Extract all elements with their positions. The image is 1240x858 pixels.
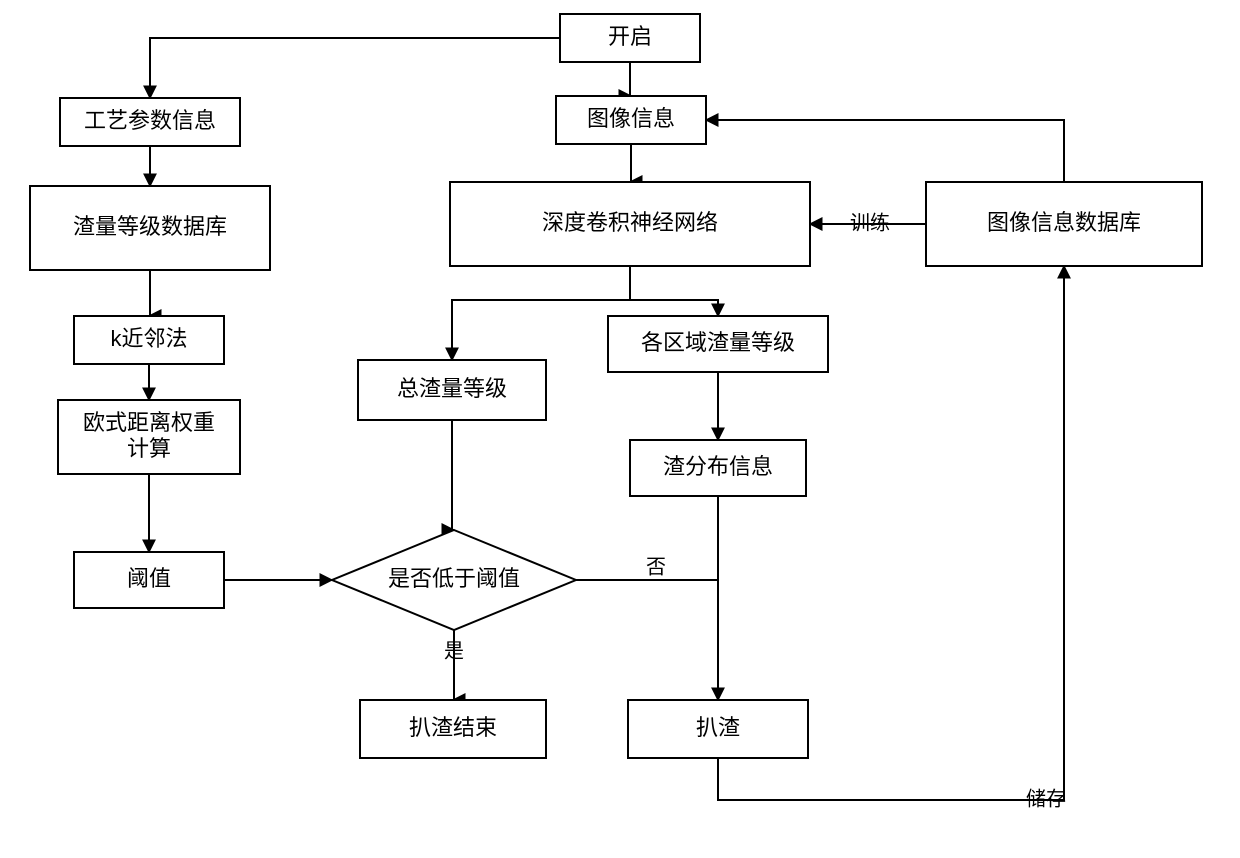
node-label: 工艺参数信息 [84,108,216,133]
edge [630,144,631,182]
node-img_db: 图像信息数据库 [926,182,1202,266]
edge [149,270,150,316]
node-region_level: 各区域渣量等级 [608,316,828,372]
edges-layer: 否是 训练储存 [149,38,1066,810]
edge-label: 否 [646,556,666,578]
edge [452,300,630,360]
node-start: 开启 [560,14,700,62]
node-total_level: 总渣量等级 [358,360,546,420]
node-label: 是否低于阈值 [388,566,520,591]
node-label: 渣量等级数据库 [73,214,227,239]
edge [452,420,454,530]
node-label: 渣分布信息 [663,454,773,479]
node-img_info: 图像信息 [556,96,706,144]
edge [630,300,718,316]
edge [706,120,1064,182]
node-label: 扒渣结束 [409,715,497,740]
node-end: 扒渣结束 [360,700,546,758]
node-scrape: 扒渣 [628,700,808,758]
edge-label: 训练 [850,211,890,234]
edge [150,38,560,98]
node-label: 总渣量等级 [397,376,507,401]
edge [630,62,631,96]
node-label: k近邻法 [110,326,187,351]
node-label: 各区域渣量等级 [641,330,795,355]
node-decision: 是否低于阈值 [332,530,576,630]
edge-label: 储存 [1026,787,1066,810]
nodes-layer: 开启图像信息深度卷积神经网络总渣量等级 各区域渣量等级渣分布信息是否低于阈值扒渣结… [30,14,1202,758]
node-label: 欧式距离权重 [83,410,215,435]
node-cnn: 深度卷积神经网络 [450,182,810,266]
node-dist_info: 渣分布信息 [630,440,806,496]
edge-label: 是 [444,640,464,662]
node-label: 图像信息数据库 [987,210,1141,235]
node-label: 计算 [127,436,171,461]
node-label: 深度卷积神经网络 [542,210,718,235]
node-slag_db: 渣量等级数据库 [30,186,270,270]
node-label: 扒渣 [696,715,740,740]
node-threshold: 阈值 [74,552,224,608]
node-label: 开启 [608,24,652,49]
node-label: 阈值 [127,566,171,591]
node-euclid: 欧式距离权重计算 [58,400,240,474]
node-proc_param: 工艺参数信息 [60,98,240,146]
flowchart-canvas: 否是 训练储存 开启图像信息深度卷积神经网络总渣量等级 各区域渣量等级渣分布信息是否… [0,0,1240,858]
node-label: 图像信息 [587,106,675,131]
node-knn: k近邻法 [74,316,224,364]
